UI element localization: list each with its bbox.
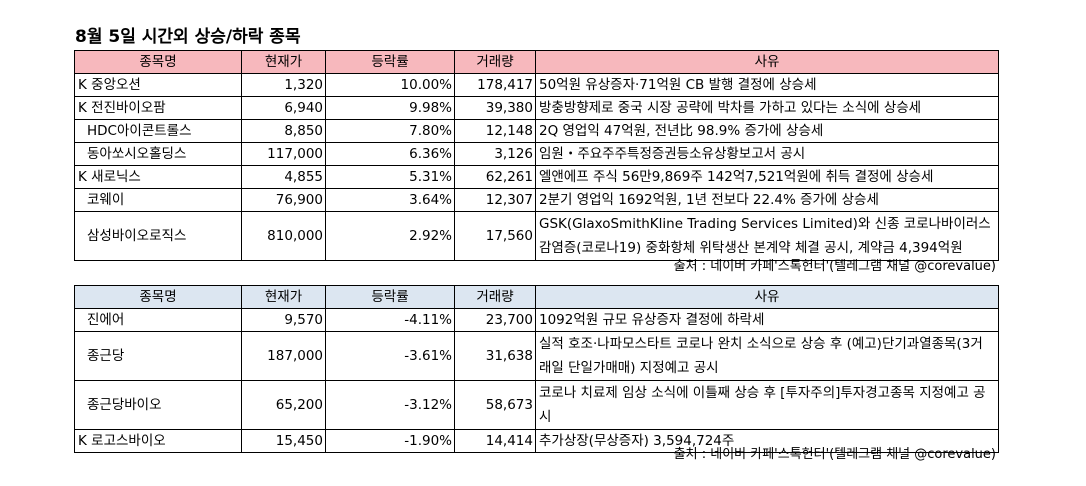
stock-name: K 로고스바이오: [74, 429, 242, 453]
table-header-row: 종목명 현재가 등락률 거래량 사유: [74, 285, 999, 309]
stock-volume: 31,638: [454, 331, 536, 381]
stock-name: K 전진바이오팜: [74, 96, 242, 120]
table-row: K 새로닉스 4,855 5.31% 62,261 엘앤에프 주식 56만9,8…: [74, 165, 999, 189]
stock-price: 1,320: [241, 73, 326, 97]
column-header-change: 등락률: [325, 285, 455, 309]
stock-price: 76,900: [241, 188, 326, 212]
column-header-price: 현재가: [241, 50, 326, 74]
table-row: 동아쏘시오홀딩스 117,000 6.36% 3,126 임원・주요주주특정증권…: [74, 142, 999, 166]
stock-price: 9,570: [241, 308, 326, 332]
stock-change: 9.98%: [325, 96, 455, 120]
stock-name: 삼성바이오로직스: [74, 211, 242, 261]
stock-reason: 임원・주요주주특정증권등소유상황보고서 공시: [535, 142, 999, 166]
stock-change: -3.61%: [325, 331, 455, 381]
stock-change: -3.12%: [325, 380, 455, 430]
stock-name: 종근당: [74, 331, 242, 381]
stock-change: 10.00%: [325, 73, 455, 97]
stock-reason: 50억원 유상증자·71억원 CB 발행 결정에 상승세: [535, 73, 999, 97]
stock-change: -4.11%: [325, 308, 455, 332]
stock-name: 코웨이: [74, 188, 242, 212]
table-row: K 전진바이오팜 6,940 9.98% 39,380 방충방향제로 중국 시장…: [74, 96, 999, 120]
stock-volume: 17,560: [454, 211, 536, 261]
stock-volume: 39,380: [454, 96, 536, 120]
stock-name: 동아쏘시오홀딩스: [74, 142, 242, 166]
table-row: K 로고스바이오 15,450 -1.90% 14,414 추가상장(무상증자)…: [74, 429, 999, 453]
stock-reason: 코로나 치료제 임상 소식에 이틀째 상승 후 [투자주의]투자경고종목 지정예…: [535, 380, 999, 430]
column-header-name: 종목명: [74, 285, 242, 309]
stock-price: 810,000: [241, 211, 326, 261]
stock-price: 4,855: [241, 165, 326, 189]
stock-change: 3.64%: [325, 188, 455, 212]
table-row: 삼성바이오로직스 810,000 2.92% 17,560 GSK(GlaxoS…: [74, 211, 999, 261]
table-row: 코웨이 76,900 3.64% 12,307 2분기 영업익 1692억원, …: [74, 188, 999, 212]
table-row: K 중앙오션 1,320 10.00% 178,417 50억원 유상증자·71…: [74, 73, 999, 97]
stock-change: 7.80%: [325, 119, 455, 143]
stock-change: 5.31%: [325, 165, 455, 189]
column-header-change: 등락률: [325, 50, 455, 74]
table-header-row: 종목명 현재가 등락률 거래량 사유: [74, 50, 999, 74]
column-header-name: 종목명: [74, 50, 242, 74]
stock-name: K 새로닉스: [74, 165, 242, 189]
stock-reason: 2Q 영업익 47억원, 전년比 98.9% 증가에 상승세: [535, 119, 999, 143]
stock-change: 6.36%: [325, 142, 455, 166]
stock-change: 2.92%: [325, 211, 455, 261]
stock-price: 6,940: [241, 96, 326, 120]
stock-volume: 23,700: [454, 308, 536, 332]
table-row: 종근당 187,000 -3.61% 31,638 실적 호조·나파모스타트 코…: [74, 331, 999, 381]
page-title: 8월 5일 시간외 상승/하락 종목: [75, 27, 301, 47]
stock-volume: 58,673: [454, 380, 536, 430]
stock-reason: 방충방향제로 중국 시장 공략에 박차를 가하고 있다는 소식에 상승세: [535, 96, 999, 120]
stock-reason: 실적 호조·나파모스타트 코로나 완치 소식으로 상승 후 (예고)단기과열종목…: [535, 331, 999, 381]
stock-volume: 12,307: [454, 188, 536, 212]
column-header-reason: 사유: [535, 285, 999, 309]
stock-volume: 178,417: [454, 73, 536, 97]
stock-price: 8,850: [241, 119, 326, 143]
stock-reason: 2분기 영업익 1692억원, 1년 전보다 22.4% 증가에 상승세: [535, 188, 999, 212]
stock-price: 15,450: [241, 429, 326, 453]
stock-price: 187,000: [241, 331, 326, 381]
table-row: 종근당바이오 65,200 -3.12% 58,673 코로나 치료제 임상 소…: [74, 380, 999, 430]
stock-reason: 1092억원 규모 유상증자 결정에 하락세: [535, 308, 999, 332]
stock-volume: 12,148: [454, 119, 536, 143]
stock-volume: 3,126: [454, 142, 536, 166]
stock-reason: GSK(GlaxoSmithKline Trading Services Lim…: [535, 211, 999, 261]
stock-volume: 62,261: [454, 165, 536, 189]
stock-volume: 14,414: [454, 429, 536, 453]
column-header-price: 현재가: [241, 285, 326, 309]
falling-stocks-table: 종목명 현재가 등락률 거래량 사유 진에어 9,570 -4.11% 23,7…: [74, 285, 999, 453]
stock-reason: 추가상장(무상증자) 3,594,724주: [535, 429, 999, 453]
column-header-volume: 거래량: [454, 50, 536, 74]
table-row: 진에어 9,570 -4.11% 23,700 1092억원 규모 유상증자 결…: [74, 308, 999, 332]
stock-price: 65,200: [241, 380, 326, 430]
stock-name: 종근당바이오: [74, 380, 242, 430]
column-header-reason: 사유: [535, 50, 999, 74]
rising-stocks-table: 종목명 현재가 등락률 거래량 사유 K 중앙오션 1,320 10.00% 1…: [74, 50, 999, 261]
source-note: 출처 : 네이버 카페'스톡헌터'(텔레그램 채널 @corevalue): [673, 259, 996, 274]
stock-reason: 엘앤에프 주식 56만9,869주 142억7,521억원에 취득 결정에 상승…: [535, 165, 999, 189]
source-note: 출처 : 네이버 카페'스톡헌터'(텔레그램 채널 @corevalue): [673, 447, 996, 462]
stock-change: -1.90%: [325, 429, 455, 453]
stock-price: 117,000: [241, 142, 326, 166]
table-row: HDC아이콘트롤스 8,850 7.80% 12,148 2Q 영업익 47억원…: [74, 119, 999, 143]
column-header-volume: 거래량: [454, 285, 536, 309]
stock-name: K 중앙오션: [74, 73, 242, 97]
stock-name: 진에어: [74, 308, 242, 332]
stock-name: HDC아이콘트롤스: [74, 119, 242, 143]
